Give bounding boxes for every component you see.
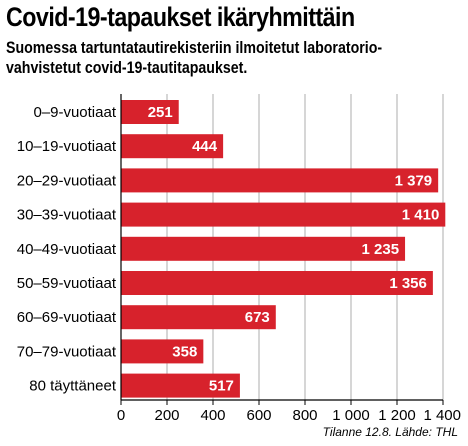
value-label: 358 <box>172 343 197 360</box>
bar-0 <box>121 100 179 124</box>
category-label: 40–49-vuotiaat <box>17 241 117 258</box>
bars <box>121 100 446 398</box>
category-label: 10–19-vuotiaat <box>17 138 117 155</box>
category-label: 50–59-vuotiaat <box>17 275 117 292</box>
category-label: 70–79-vuotiaat <box>17 343 117 360</box>
x-tick-label: 1 000 <box>332 407 370 424</box>
value-label: 1 379 <box>395 172 433 189</box>
value-label: 1 235 <box>362 241 400 258</box>
value-label: 517 <box>209 378 234 395</box>
x-tick-label: 200 <box>154 407 179 424</box>
x-tick-label: 800 <box>292 407 317 424</box>
x-tick-label: 0 <box>117 407 125 424</box>
bar-3 <box>121 202 446 227</box>
labels: 0–9-vuotiaat 251 10–19-vuotiaat 444 20–29-vu… <box>17 104 440 395</box>
category-label: 20–29-vuotiaat <box>17 172 117 189</box>
x-tick-label: 1 400 <box>423 407 461 424</box>
category-label: 30–39-vuotiaat <box>17 207 117 224</box>
x-tick-label: 1 200 <box>378 407 416 424</box>
bar-8 <box>121 373 240 398</box>
value-label: 251 <box>148 104 173 121</box>
x-tick-label: 600 <box>246 407 271 424</box>
bar-7 <box>121 339 204 364</box>
subtitle-line-1: Suomessa tartuntatautirekisteriin ilmoit… <box>6 39 383 57</box>
chart-subtitle: Suomessa tartuntatautirekisteriin ilmoit… <box>6 38 453 78</box>
value-label: 1 356 <box>389 275 427 292</box>
subtitle-line-2: vahvistetut covid-19-tautitapaukset. <box>6 59 248 77</box>
chart-title: Covid-19-tapaukset ikäryhmittäin <box>6 2 355 32</box>
x-axis: 0 200 400 600 800 1 000 1 200 1 400 <box>117 94 461 424</box>
bar-6 <box>121 305 276 330</box>
bar-1 <box>121 134 224 159</box>
value-label: 673 <box>245 309 270 326</box>
category-label: 60–69-vuotiaat <box>17 309 117 326</box>
x-tick-label: 400 <box>200 407 225 424</box>
bar-4 <box>121 236 406 261</box>
source-note: Tilanne 12.8. Lähde: THL <box>322 425 458 439</box>
value-label: 444 <box>192 138 218 155</box>
category-label: 0–9-vuotiaat <box>33 104 116 121</box>
bar-5 <box>121 271 433 295</box>
bar-2 <box>121 168 439 193</box>
category-label: 80 täyttäneet <box>29 378 117 395</box>
value-label: 1 410 <box>402 207 440 224</box>
